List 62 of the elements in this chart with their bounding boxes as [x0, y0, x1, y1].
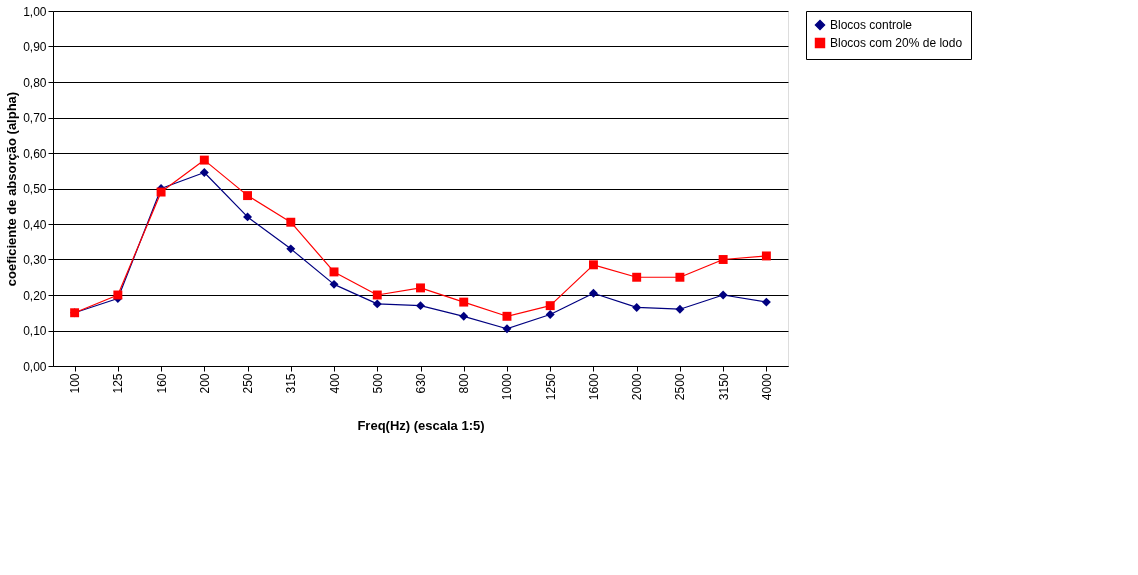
point — [372, 290, 382, 300]
x-tick-label: 2000 — [630, 373, 645, 401]
x-tick-label: 200 — [197, 373, 212, 394]
x-tick-label: 800 — [457, 373, 472, 394]
point — [459, 297, 469, 307]
point — [286, 244, 296, 254]
point — [459, 311, 469, 321]
x-tick-label: 315 — [284, 373, 299, 394]
point — [243, 212, 253, 222]
point — [329, 279, 339, 289]
point — [718, 255, 728, 264]
point — [286, 217, 296, 227]
x-tick-label: 3150 — [716, 373, 731, 401]
y-tick-label: 0,90 — [23, 40, 47, 54]
legend-label: Blocos com 20% de lodo — [830, 36, 963, 50]
y-tick-label: 0,20 — [23, 288, 47, 303]
y-tick-label: 0,00 — [23, 359, 47, 374]
point — [502, 311, 512, 321]
point — [675, 304, 685, 314]
y-tick-label: 1,00 — [23, 4, 47, 19]
point — [416, 283, 425, 293]
point — [632, 302, 642, 312]
point — [416, 301, 425, 311]
point — [761, 297, 771, 307]
point — [372, 299, 382, 309]
point — [718, 290, 728, 300]
point — [545, 301, 555, 311]
y-tick-label: 0,70 — [23, 111, 47, 125]
x-tick-label: 4000 — [759, 373, 774, 401]
y-tick-label: 0,30 — [23, 253, 47, 267]
y-axis-title: coeficiente de absorção (alpha) — [4, 91, 20, 287]
point — [199, 155, 209, 165]
x-tick-label: 160 — [154, 373, 169, 394]
point — [761, 251, 771, 261]
x-axis-title: Freq(Hz) (escala 1:5) — [357, 418, 485, 434]
point — [588, 288, 598, 298]
x-tick-label: 400 — [327, 373, 342, 394]
y-tick-label: 0,50 — [23, 182, 47, 196]
point — [675, 272, 685, 282]
x-tick-label: 100 — [68, 373, 83, 394]
x-tick-label: 250 — [241, 373, 256, 394]
point — [156, 187, 166, 197]
point — [199, 168, 209, 177]
point — [588, 260, 598, 270]
x-tick-label: 500 — [370, 373, 385, 394]
point — [545, 310, 555, 319]
x-tick-label: 630 — [414, 373, 428, 394]
x-tick-label: 1250 — [543, 373, 558, 401]
point — [329, 267, 339, 277]
y-tick-label: 0,40 — [23, 217, 47, 232]
point — [502, 324, 512, 334]
x-tick-label: 2500 — [673, 373, 688, 401]
x-tick-label: 1600 — [586, 373, 601, 401]
x-tick-label: 125 — [111, 373, 126, 394]
point — [243, 191, 253, 201]
legend-label: Blocos controle — [830, 18, 913, 32]
y-tick-label: 0,60 — [23, 146, 47, 161]
point — [632, 272, 642, 282]
y-tick-label: 0,80 — [23, 75, 47, 90]
x-tick-label: 1000 — [500, 373, 515, 401]
point — [113, 290, 123, 300]
y-tick-label: 0,10 — [23, 324, 47, 338]
